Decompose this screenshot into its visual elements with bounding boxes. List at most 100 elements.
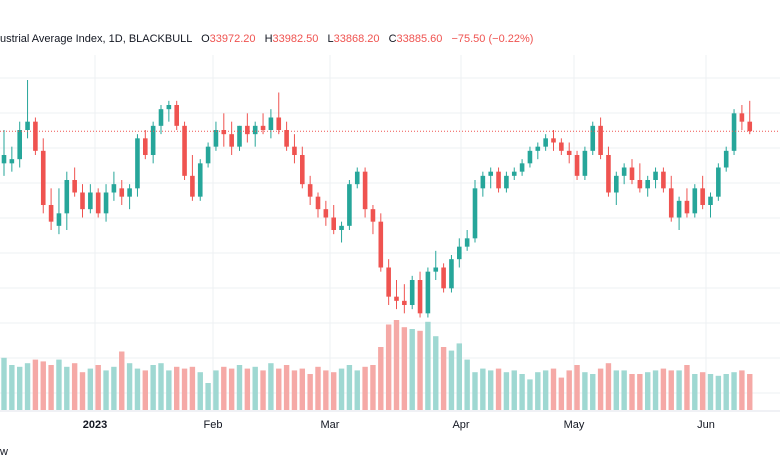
volume-bar <box>236 365 243 410</box>
volume-bar <box>464 359 470 410</box>
volume-bar <box>597 368 604 410</box>
candle-body <box>394 296 399 301</box>
candle-body <box>119 188 125 197</box>
volume-bar <box>747 374 753 410</box>
candle-body <box>300 155 305 185</box>
volume-bar <box>707 374 714 410</box>
volume-bar <box>684 365 690 410</box>
volume-bar <box>362 366 368 410</box>
x-axis-tick-label: Apr <box>452 419 469 431</box>
candle-body <box>347 184 352 226</box>
ohlc-legend: ustrial Average Index, 1D, BLACKBULL O33… <box>0 33 533 45</box>
close-label: C <box>388 33 397 45</box>
symbol-title: ustrial Average Index, 1D, BLACKBULL <box>0 33 192 45</box>
candle-body <box>95 192 101 214</box>
volume-bar <box>385 324 392 410</box>
volume-bar <box>1 357 7 410</box>
candle-body <box>598 125 603 155</box>
candle-body <box>527 150 533 164</box>
volume-bar <box>283 365 290 410</box>
candle-body <box>676 200 682 218</box>
x-axis-tick-label: Mar <box>321 419 340 431</box>
candle-body <box>551 138 556 143</box>
volume-bar <box>276 368 282 410</box>
candle-body <box>268 117 274 130</box>
volume-bar <box>9 365 15 410</box>
x-axis-tick-label: May <box>564 419 585 431</box>
candle-body <box>723 150 729 168</box>
candle-body <box>457 246 462 260</box>
volume-bar <box>668 370 674 410</box>
volume-bar <box>692 374 698 410</box>
volume-bar <box>134 368 141 410</box>
volume-bar <box>126 363 133 410</box>
volume-bar <box>582 372 588 410</box>
volume-bar <box>495 368 502 410</box>
candle-body <box>716 167 721 197</box>
x-axis-tick-label: Jun <box>697 419 715 431</box>
volume-bar <box>346 365 353 410</box>
volume-bar <box>542 370 549 410</box>
candle-body <box>378 221 384 268</box>
candle-body <box>276 117 282 130</box>
volume-bar <box>142 370 148 410</box>
volume-bar <box>527 379 533 410</box>
candle-body <box>143 138 148 155</box>
candle-body <box>441 267 446 289</box>
volume-bar <box>393 320 400 410</box>
candle-body <box>103 192 109 214</box>
candle-body <box>229 134 234 147</box>
candle-body <box>260 125 266 130</box>
open-value: 33972.20 <box>209 33 256 45</box>
volume-bar <box>299 368 305 410</box>
candle-body <box>574 155 580 176</box>
candle-body <box>480 175 486 189</box>
volume-bar <box>95 365 101 410</box>
volume-bar <box>417 330 423 410</box>
volume-bar <box>613 370 619 410</box>
candle-body <box>292 146 297 155</box>
candle-body <box>48 205 54 222</box>
volume-bar <box>715 375 722 410</box>
volume-bar <box>409 329 415 410</box>
candle-body <box>747 121 753 132</box>
candle-body <box>739 113 745 122</box>
volume-bar <box>17 366 23 410</box>
volume-bar <box>323 370 329 410</box>
volume-bar <box>24 363 31 410</box>
candle-body <box>464 238 470 247</box>
volume-bar <box>244 368 251 410</box>
candle-body <box>700 188 705 205</box>
volume-bar <box>205 383 211 410</box>
candle-body <box>56 213 62 226</box>
candle-body <box>653 171 658 180</box>
volume-bar <box>472 372 478 410</box>
candle-body <box>535 146 541 151</box>
candle-body <box>111 184 117 193</box>
volume-bar <box>158 363 164 410</box>
candle-body <box>614 175 619 193</box>
candle-body <box>150 125 156 155</box>
candle-body <box>629 167 635 180</box>
candle-body <box>519 163 525 172</box>
candle-body <box>166 105 172 110</box>
volume-bar <box>629 374 635 410</box>
candle-body <box>64 180 70 214</box>
volume-bar <box>433 336 439 410</box>
candle-body <box>637 180 643 189</box>
candle-body <box>606 155 611 193</box>
candle-body <box>307 184 313 197</box>
candle-body <box>190 175 195 197</box>
x-axis-tick-label: 2023 <box>83 419 107 431</box>
volume-bar <box>645 372 651 410</box>
volume-bar <box>605 363 612 410</box>
volume-bar <box>181 368 188 410</box>
volume-bar <box>307 374 313 410</box>
candle-body <box>237 125 242 147</box>
volume-bar <box>401 327 408 410</box>
candle-body <box>33 121 38 151</box>
volume-bar <box>40 361 46 410</box>
candle-body <box>621 167 627 176</box>
candle-body <box>449 259 454 289</box>
